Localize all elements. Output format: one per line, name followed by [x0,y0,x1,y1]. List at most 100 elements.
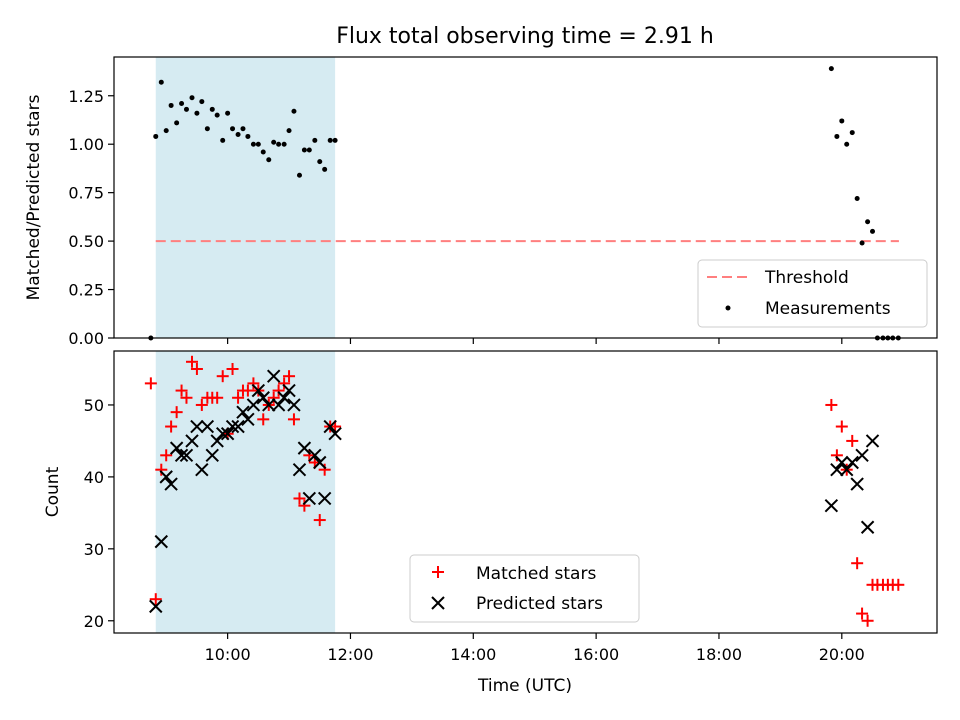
predicted-star-point [302,491,317,506]
measurement-point [153,133,159,139]
legend-predicted-swatch [431,596,445,610]
matched-star-point [241,384,254,397]
predicted-star-point [855,448,869,463]
predicted-star-point [210,434,224,448]
legend-matched-label: Matched stars [476,564,596,584]
predicted-star-point [256,391,270,405]
matched-star-point [856,607,869,620]
predicted-star-point [824,498,839,513]
predicted-star-point [266,369,281,383]
predicted-star-point [328,427,342,441]
predicted-star-point [236,405,250,419]
time-x-tick-label: 16:00 [573,645,619,664]
matched-star-point [293,492,306,505]
ratio-y-tick-label: 0.00 [68,329,104,348]
measurement-point [286,128,292,134]
matched-star-point [303,449,316,462]
predicted-star-point [225,419,240,434]
predicted-star-point [179,448,194,463]
count-legend: Matched stars Predicted stars [409,554,640,623]
ratio-y-tick-label: 1.00 [68,135,104,154]
matched-star-point [892,578,905,591]
time-x-tick-label: 20:00 [819,645,865,664]
matched-star-point [190,362,203,375]
count-legend-box [409,554,640,623]
time-x-tick-label: 12:00 [327,645,373,664]
matched-star-point [272,384,285,397]
matched-star-point [170,406,183,419]
matched-star-point [851,557,864,570]
matched-stars-points [144,355,905,627]
measurement-point [276,141,282,147]
matched-star-point [287,413,300,426]
matched-star-point [144,377,157,390]
predicted-star-point [287,398,301,412]
matched-star-point [155,463,168,476]
measurement-point [174,120,180,126]
predicted-star-point [174,448,189,463]
matched-star-point [160,449,173,462]
matched-star-point [226,362,239,375]
matched-star-point [825,398,838,411]
matched-star-point [175,384,188,397]
predicted-star-point [845,455,859,470]
predicted-star-point [277,391,291,405]
ratio-y-tick-label: 0.75 [68,184,104,203]
measurement-point [183,106,189,112]
measurement-point [327,137,333,143]
predicted-star-point [246,398,261,412]
legend-threshold-label: Threshold [764,268,849,288]
ratio-y-tick-label: 1.25 [68,87,104,106]
predicted-star-point [220,427,235,441]
predicted-star-point [860,520,875,534]
ratio-y-axis-label: Matched/Predicted stars [24,94,44,300]
matched-star-point [267,391,280,404]
matched-star-point [835,420,848,433]
measurement-point [332,137,338,143]
measurement-point [168,102,174,108]
predicted-star-point [308,448,322,463]
legend-predicted-label: Predicted stars [476,594,603,614]
predicted-star-point [865,434,880,448]
matched-star-point [216,370,229,383]
matched-star-point [195,398,208,411]
matched-star-point [830,449,843,462]
predicted-star-point [850,477,864,491]
measurement-point [301,147,307,153]
time-x-axis-label: Time (UTC) [477,676,572,696]
measurement-point [179,101,185,107]
measurement-point [230,126,236,132]
predicted-star-point [190,419,204,434]
ratio-panel-frame [113,56,938,339]
matched-star-point [149,593,162,606]
time-x-axis: 10:00 12:00 14:00 16:00 18:00 20:00 [205,633,865,664]
predicted-stars-points [149,369,880,614]
time-x-tick-label: 18:00 [696,645,742,664]
matched-star-point [247,377,260,390]
predicted-star-point [282,383,296,398]
predicted-star-point [149,599,163,614]
predicted-star-point [241,412,255,427]
legend-measurements-swatch [725,305,731,311]
measurement-point [225,110,231,116]
count-y-axis: 20 30 40 50 [84,396,114,631]
matched-star-point [278,377,291,390]
measurement-point [220,137,226,143]
measurement-point [163,128,169,134]
measurement-point [865,219,871,225]
predicted-star-point [313,455,327,470]
matched-star-point [211,391,224,404]
predicted-star-point [195,462,209,477]
matched-star-point [861,614,874,627]
ratio-y-tick-label: 0.25 [68,281,104,300]
time-x-tick-label: 14:00 [450,645,496,664]
predicted-star-point [159,470,173,484]
measurement-point [828,66,834,72]
matched-star-point [232,391,245,404]
measurement-point [322,166,328,172]
measurement-point [209,106,215,112]
matched-star-point [283,370,296,383]
measurement-point [158,79,164,85]
matched-star-point [846,434,859,447]
